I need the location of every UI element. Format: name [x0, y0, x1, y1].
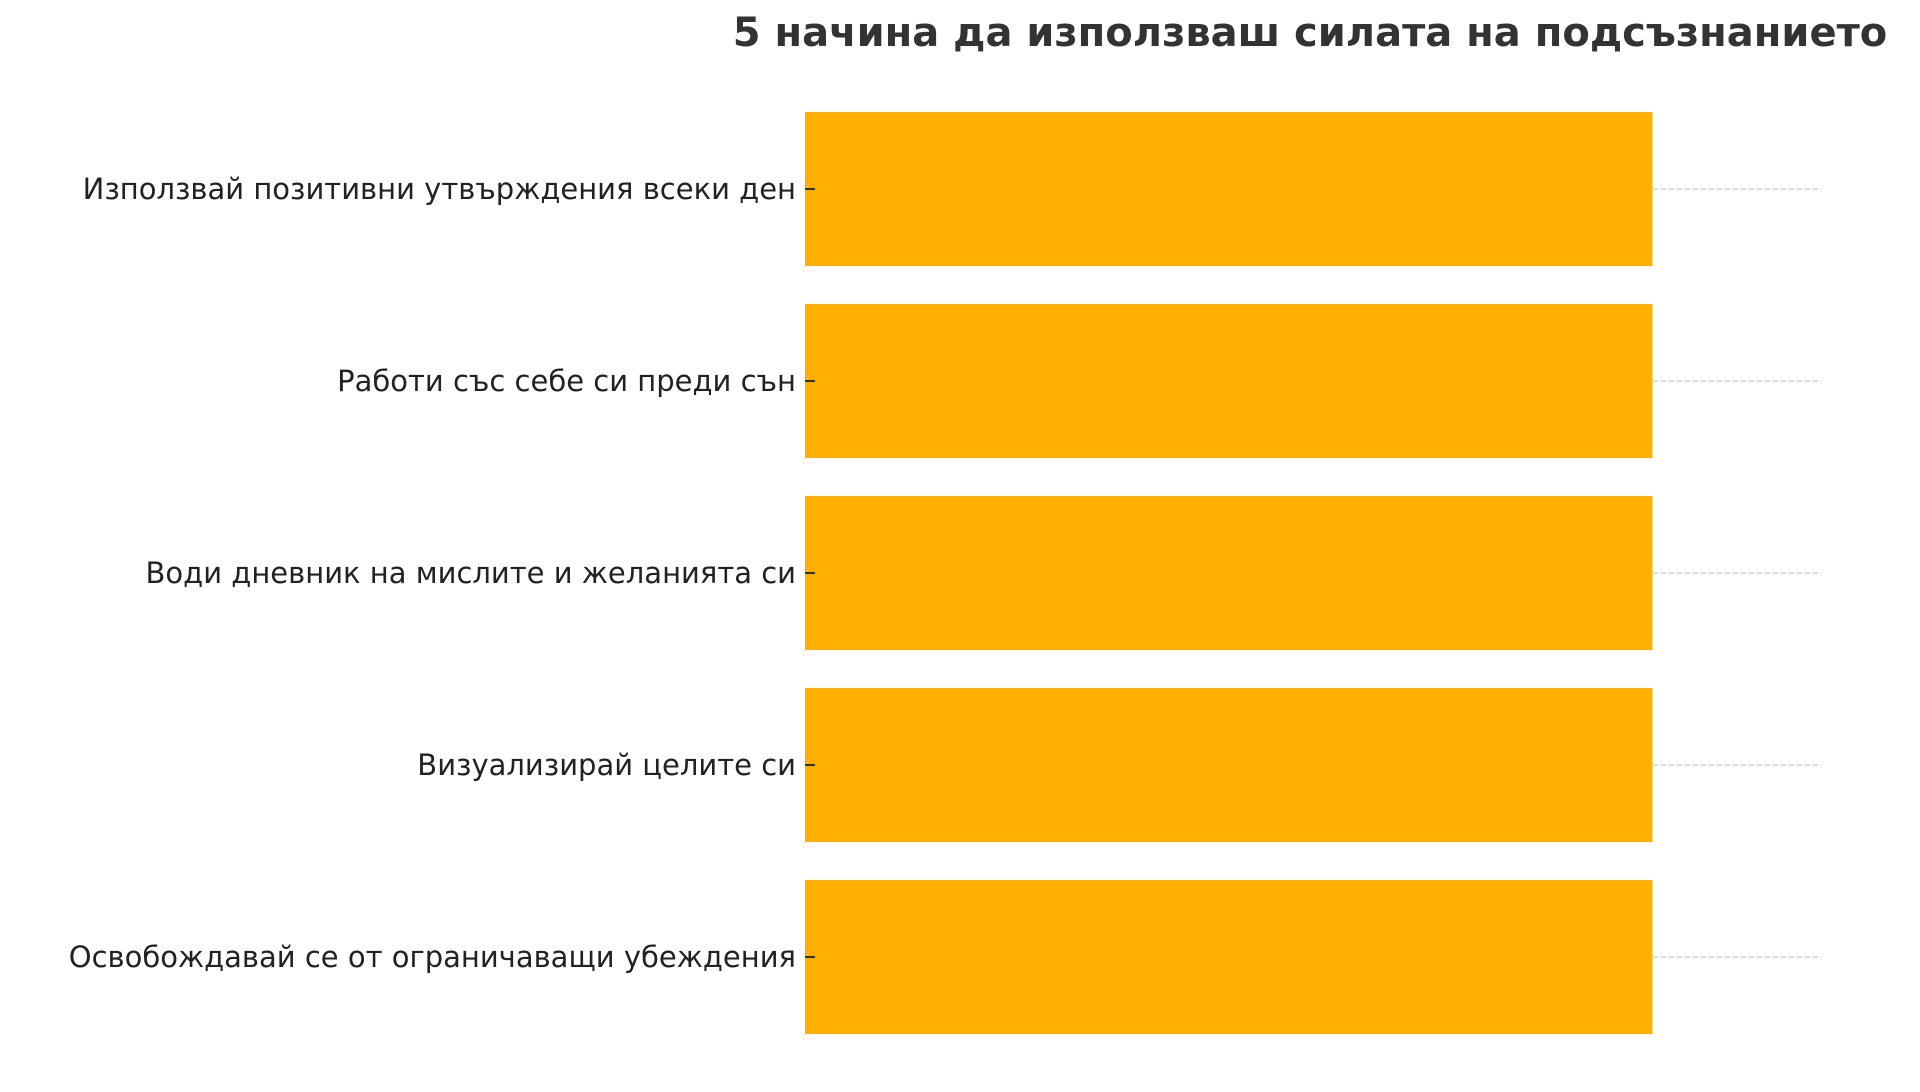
y-tick-label: Освобождавай се от ограничаващи убеждени…	[69, 940, 796, 974]
bar	[805, 688, 1653, 842]
bar	[805, 304, 1653, 458]
chart-title: 5 начина да използваш силата на подсъзна…	[732, 10, 1888, 56]
bar	[805, 496, 1653, 650]
y-tick-label: Води дневник на мислите и желанията си	[146, 556, 796, 590]
bar	[805, 880, 1653, 1034]
y-tick-labels: Използвай позитивни утвърждения всеки де…	[69, 172, 796, 974]
y-ticks	[805, 188, 815, 958]
bars	[805, 112, 1653, 1034]
y-tick-label: Визуализирай целите си	[417, 748, 796, 782]
y-tick-label: Работи със себе си преди сън	[337, 364, 796, 398]
y-tick-label: Използвай позитивни утвърждения всеки де…	[83, 172, 796, 206]
bar	[805, 112, 1653, 266]
